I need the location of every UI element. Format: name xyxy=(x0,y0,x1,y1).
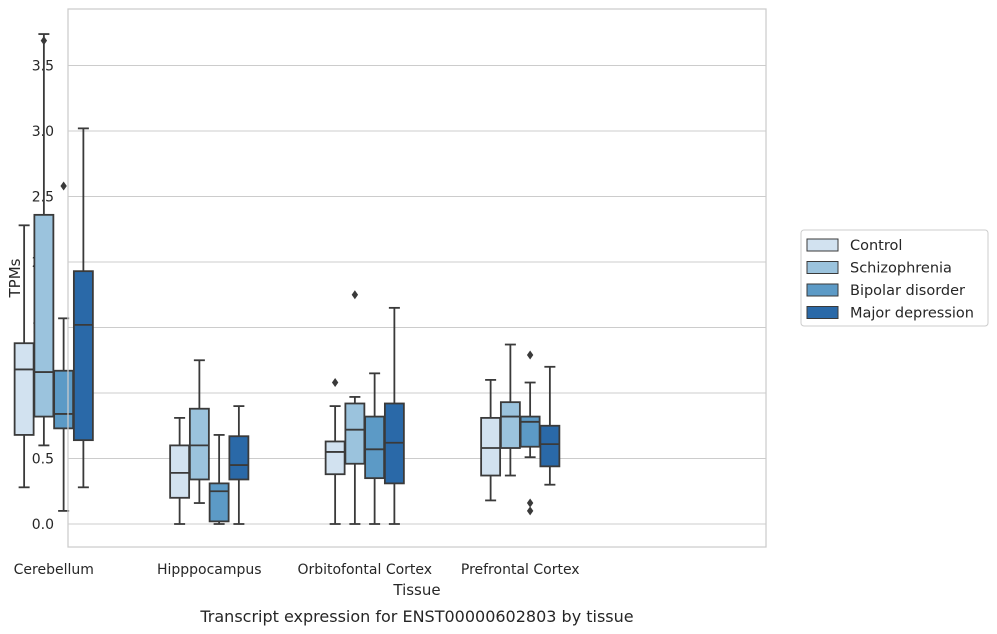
box xyxy=(324,378,346,525)
box xyxy=(228,405,250,525)
series-schizophrenia xyxy=(33,33,521,525)
legend: Control Schizophrenia Bipolar disorder Majo… xyxy=(800,229,989,327)
box xyxy=(519,350,541,516)
box xyxy=(169,416,191,525)
y-tick-label: 0.5 xyxy=(32,452,54,468)
box-plot-series xyxy=(13,33,561,525)
legend-swatch xyxy=(806,306,839,319)
legend-label: Schizophrenia xyxy=(850,261,952,277)
box xyxy=(383,306,405,525)
iqr-box xyxy=(480,416,502,477)
y-axis-label: TPMs xyxy=(6,258,24,298)
iqr-box xyxy=(53,369,75,430)
iqr-box xyxy=(344,402,366,465)
box xyxy=(364,372,386,525)
y-tick-label: 0.0 xyxy=(32,517,54,533)
outlier-point xyxy=(526,498,534,508)
legend-label: Bipolar disorder xyxy=(850,283,965,299)
series-major-depression xyxy=(72,127,561,525)
box xyxy=(188,359,210,504)
x-tick-labels: Cerebellum Hipppocampus Orbitofontal Corte… xyxy=(14,562,580,578)
legend-swatch xyxy=(806,283,839,297)
iqr-box xyxy=(364,415,386,480)
x-tick-label: Hipppocampus xyxy=(157,562,262,578)
legend-frame xyxy=(800,229,989,327)
chart-caption: Transcript expression for ENST0000060280… xyxy=(199,607,633,626)
box xyxy=(499,343,521,477)
legend-label: Major depression xyxy=(850,306,974,322)
y-tick-label: 3.5 xyxy=(32,59,54,75)
iqr-box xyxy=(169,444,191,499)
box xyxy=(72,127,94,489)
iqr-box xyxy=(33,213,55,418)
outlier-point xyxy=(40,36,48,46)
legend-swatch xyxy=(806,238,839,252)
iqr-box xyxy=(13,342,35,436)
outlier-point xyxy=(526,506,534,516)
iqr-box xyxy=(228,435,250,481)
x-axis-label: Tissue xyxy=(392,581,440,599)
box xyxy=(33,33,55,447)
outlier-point xyxy=(60,181,67,191)
plot-frame xyxy=(67,8,767,548)
iqr-box xyxy=(499,401,521,449)
iqr-box xyxy=(539,424,561,468)
box xyxy=(344,290,366,525)
y-tick-label: 2.5 xyxy=(32,190,54,206)
x-tick-label: Prefrontal Cortex xyxy=(461,562,580,578)
y-tick-label: 3.0 xyxy=(32,124,54,140)
box xyxy=(208,434,230,525)
x-tick-label: Orbitofontal Cortex xyxy=(297,562,432,578)
x-tick-label: Cerebellum xyxy=(14,562,94,578)
legend-swatch xyxy=(806,261,839,274)
iqr-box xyxy=(324,440,346,476)
iqr-box xyxy=(208,482,230,523)
legend-label: Control xyxy=(850,238,902,254)
box xyxy=(539,365,561,486)
outlier-point xyxy=(526,350,534,360)
iqr-box xyxy=(188,407,210,481)
iqr-box xyxy=(72,270,94,442)
outlier-point xyxy=(351,290,359,300)
outlier-point xyxy=(331,378,339,388)
